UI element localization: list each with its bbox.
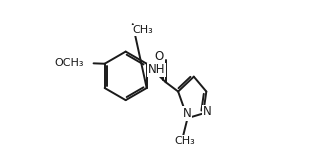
Text: NH: NH — [148, 63, 166, 76]
Text: N: N — [203, 105, 212, 118]
Text: OCH₃: OCH₃ — [55, 58, 84, 68]
Text: CH₃: CH₃ — [133, 25, 153, 35]
Text: O: O — [155, 50, 164, 63]
Text: CH₃: CH₃ — [174, 136, 195, 146]
Text: N: N — [182, 107, 191, 120]
